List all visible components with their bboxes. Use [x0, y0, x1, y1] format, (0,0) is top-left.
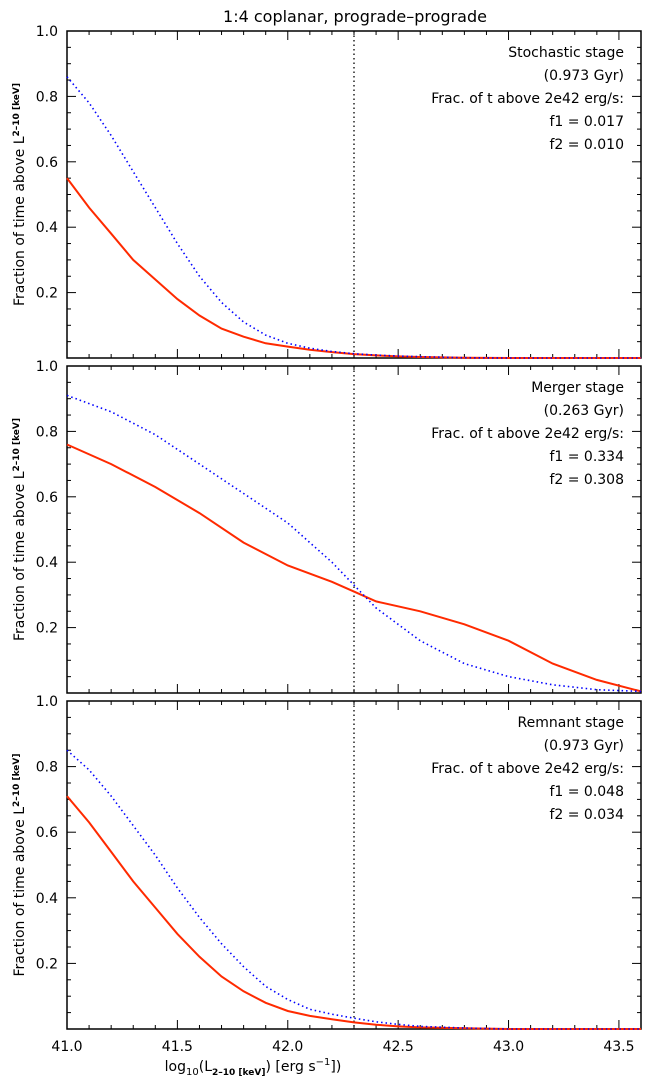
y-tick-label: 0.2: [36, 621, 58, 637]
series-f1-solid: [66, 443, 642, 693]
x-axis-label-close: ]): [330, 1059, 341, 1075]
y-tick-label: 0.4: [36, 555, 58, 571]
annotation-line: Frac. of t above 2e42 erg/s:: [431, 91, 624, 107]
y-tick-label: 0.2: [36, 286, 58, 302]
panel-stochastic: 0.2 0.4 0.6 0.8 1.0 Stochastic stage (0.973 Gy…: [12, 24, 642, 359]
y-tick-label: 0.8: [36, 760, 58, 776]
x-axis-label-base-sub: 10: [186, 1067, 199, 1078]
annotation-line: Merger stage: [531, 380, 624, 396]
x-axis-label-paren: (L: [199, 1059, 212, 1075]
y-axis-label-main: Fraction of time above L: [12, 807, 28, 977]
annotation-line: f1 = 0.017: [549, 114, 624, 130]
series-f2-dotted: [66, 394, 642, 693]
y-tick-label: 1.0: [36, 24, 58, 40]
annotation-line: f2 = 0.308: [549, 472, 624, 488]
series-f1-solid: [66, 177, 641, 359]
y-axis-label-sub: 2–10 [keV]: [12, 418, 22, 471]
y-tick-label: 1.0: [36, 694, 58, 710]
x-tick-label: 43.5: [603, 1039, 634, 1055]
annotation-line: Remnant stage: [518, 715, 624, 731]
y-axis-label: Fraction of time above L2–10 [keV]: [12, 83, 28, 306]
series-f2-dotted: [66, 76, 641, 359]
x-tick-label: 41.5: [162, 1039, 193, 1055]
y-axis-label: Fraction of time above L2–10 [keV]: [12, 418, 28, 641]
series-f1-solid: [66, 795, 641, 1030]
y-axis-label: Fraction of time above L2–10 [keV]: [12, 753, 28, 976]
y-axis-label-main: Fraction of time above L: [12, 471, 28, 641]
panel-merger: 0.2 0.4 0.6 0.8 1.0 Merger stage (0.263 Gyr) Fr…: [12, 359, 642, 694]
x-tick-label: 41.0: [51, 1039, 82, 1055]
annotation-line: Stochastic stage: [508, 45, 624, 61]
annotation-line: f2 = 0.034: [549, 807, 624, 823]
annotation-line: (0.973 Gyr): [544, 738, 624, 754]
annotation-line: f1 = 0.048: [549, 784, 624, 800]
y-tick-label: 0.2: [36, 956, 58, 972]
y-tick-label: 0.8: [36, 89, 58, 105]
annotation-line: f2 = 0.010: [549, 137, 624, 153]
x-axis-label: log10(L2–10 [keV]) [erg s−1]): [165, 1057, 342, 1078]
annotation-line: Frac. of t above 2e42 erg/s:: [431, 426, 624, 442]
y-axis-label-sub: 2–10 [keV]: [12, 753, 22, 806]
y-axis-label-main: Fraction of time above L: [12, 136, 28, 306]
y-tick-label: 0.8: [36, 424, 58, 440]
y-tick-label: 0.4: [36, 220, 58, 236]
annotation-line: Frac. of t above 2e42 erg/s:: [431, 761, 624, 777]
annotation-line: (0.263 Gyr): [544, 403, 624, 419]
x-axis-label-l-sub: 2–10 [keV]: [212, 1068, 265, 1078]
x-tick-label: 43.0: [493, 1039, 524, 1055]
y-axis-label-sub: 2–10 [keV]: [12, 83, 22, 136]
y-tick-label: 0.6: [36, 825, 58, 841]
figure-title: 1:4 coplanar, prograde–prograde: [223, 7, 487, 26]
y-tick-label: 0.6: [36, 155, 58, 171]
x-tick-label: 42.5: [383, 1039, 414, 1055]
x-axis-label-exp: −1: [316, 1057, 331, 1068]
x-axis-label-base: log: [165, 1059, 186, 1075]
annotation-line: f1 = 0.334: [549, 449, 624, 465]
y-tick-label: 1.0: [36, 359, 58, 375]
x-axis-label-units: ) [erg s: [265, 1059, 315, 1075]
y-tick-label: 0.6: [36, 490, 58, 506]
x-tick-label: 42.0: [272, 1039, 303, 1055]
panel-remnant: 0.2 0.4 0.6 0.8 1.0 41.0 41.5 42.0 42.5 43.0 43.5 R…: [12, 694, 642, 1055]
y-tick-label: 0.4: [36, 891, 58, 907]
annotation-line: (0.973 Gyr): [544, 68, 624, 84]
